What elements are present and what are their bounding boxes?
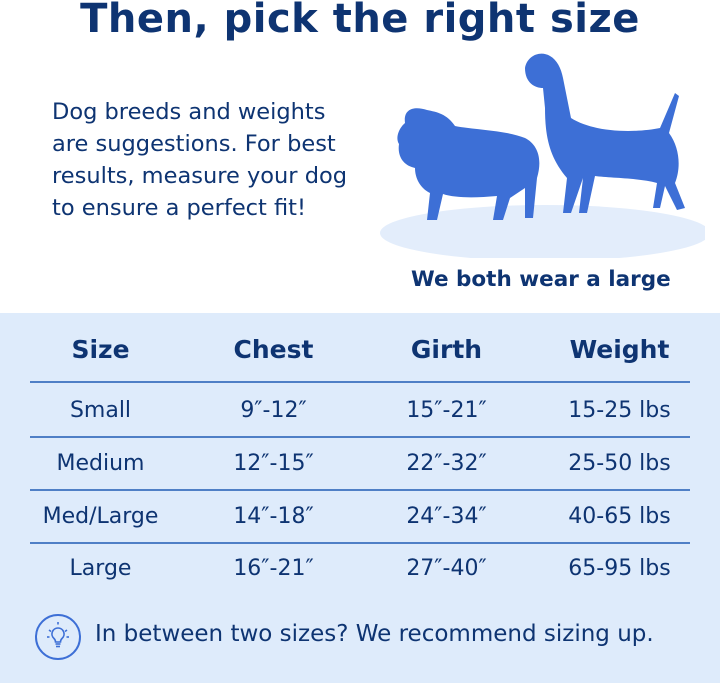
page-title: Then, pick the right size bbox=[80, 0, 640, 42]
header-size: Size bbox=[71, 335, 130, 364]
cell-size: Medium bbox=[56, 451, 145, 476]
cell-chest: 14″-18″ bbox=[233, 504, 314, 529]
cell-size: Large bbox=[69, 556, 132, 581]
divider bbox=[30, 381, 690, 383]
bulldog-icon bbox=[397, 108, 540, 220]
intro-line: Dog breeds and weights bbox=[52, 99, 326, 125]
cell-weight: 40-65 lbs bbox=[568, 504, 671, 529]
cell-girth: 27″-40″ bbox=[406, 556, 487, 581]
cell-girth: 24″-34″ bbox=[406, 504, 487, 529]
size-chart-panel bbox=[0, 313, 720, 683]
divider bbox=[30, 489, 690, 491]
caption: We both wear a large bbox=[411, 267, 671, 292]
intro-text: Dog breeds and weights are suggestions. … bbox=[52, 96, 392, 224]
divider bbox=[30, 542, 690, 544]
intro-line: to ensure a perfect fit! bbox=[52, 195, 307, 221]
lightbulb-icon bbox=[35, 614, 81, 660]
sizing-tip: In between two sizes? We recommend sizin… bbox=[95, 621, 654, 647]
cell-size: Small bbox=[69, 398, 132, 423]
cell-weight: 65-95 lbs bbox=[568, 556, 671, 581]
header-chest: Chest bbox=[233, 335, 314, 364]
cell-girth: 15″-21″ bbox=[406, 398, 487, 423]
cell-girth: 22″-32″ bbox=[406, 451, 487, 476]
cell-chest: 12″-15″ bbox=[233, 451, 314, 476]
header-girth: Girth bbox=[410, 335, 483, 364]
cell-chest: 9″-12″ bbox=[240, 398, 307, 423]
divider bbox=[30, 436, 690, 438]
ground-shadow bbox=[380, 205, 705, 258]
cell-weight: 25-50 lbs bbox=[568, 451, 671, 476]
cell-chest: 16″-21″ bbox=[233, 556, 314, 581]
cell-weight: 15-25 lbs bbox=[568, 398, 671, 423]
intro-line: are suggestions. For best bbox=[52, 131, 336, 157]
header-weight: Weight bbox=[569, 335, 670, 364]
cell-size: Med/Large bbox=[42, 504, 159, 529]
dogs-illustration bbox=[380, 53, 705, 258]
great-dane-icon bbox=[525, 53, 685, 213]
intro-line: results, measure your dog bbox=[52, 163, 348, 189]
